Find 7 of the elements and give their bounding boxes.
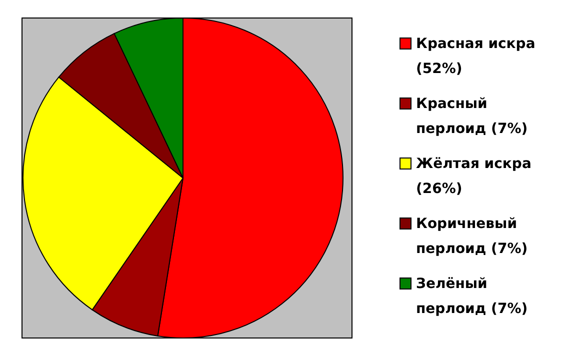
legend-label: Жёлтая искра — [416, 156, 532, 172]
legend-label: Коричневый перлоид (7%) — [416, 216, 528, 257]
legend-label: Красный перлоид (7%) — [416, 96, 528, 137]
legend-label: Зелёный перлоид (7%) — [416, 276, 528, 317]
legend-label: Красная искра — [416, 36, 536, 52]
data-label: (52%) — [416, 61, 462, 77]
data-label: (26%) — [416, 181, 462, 197]
